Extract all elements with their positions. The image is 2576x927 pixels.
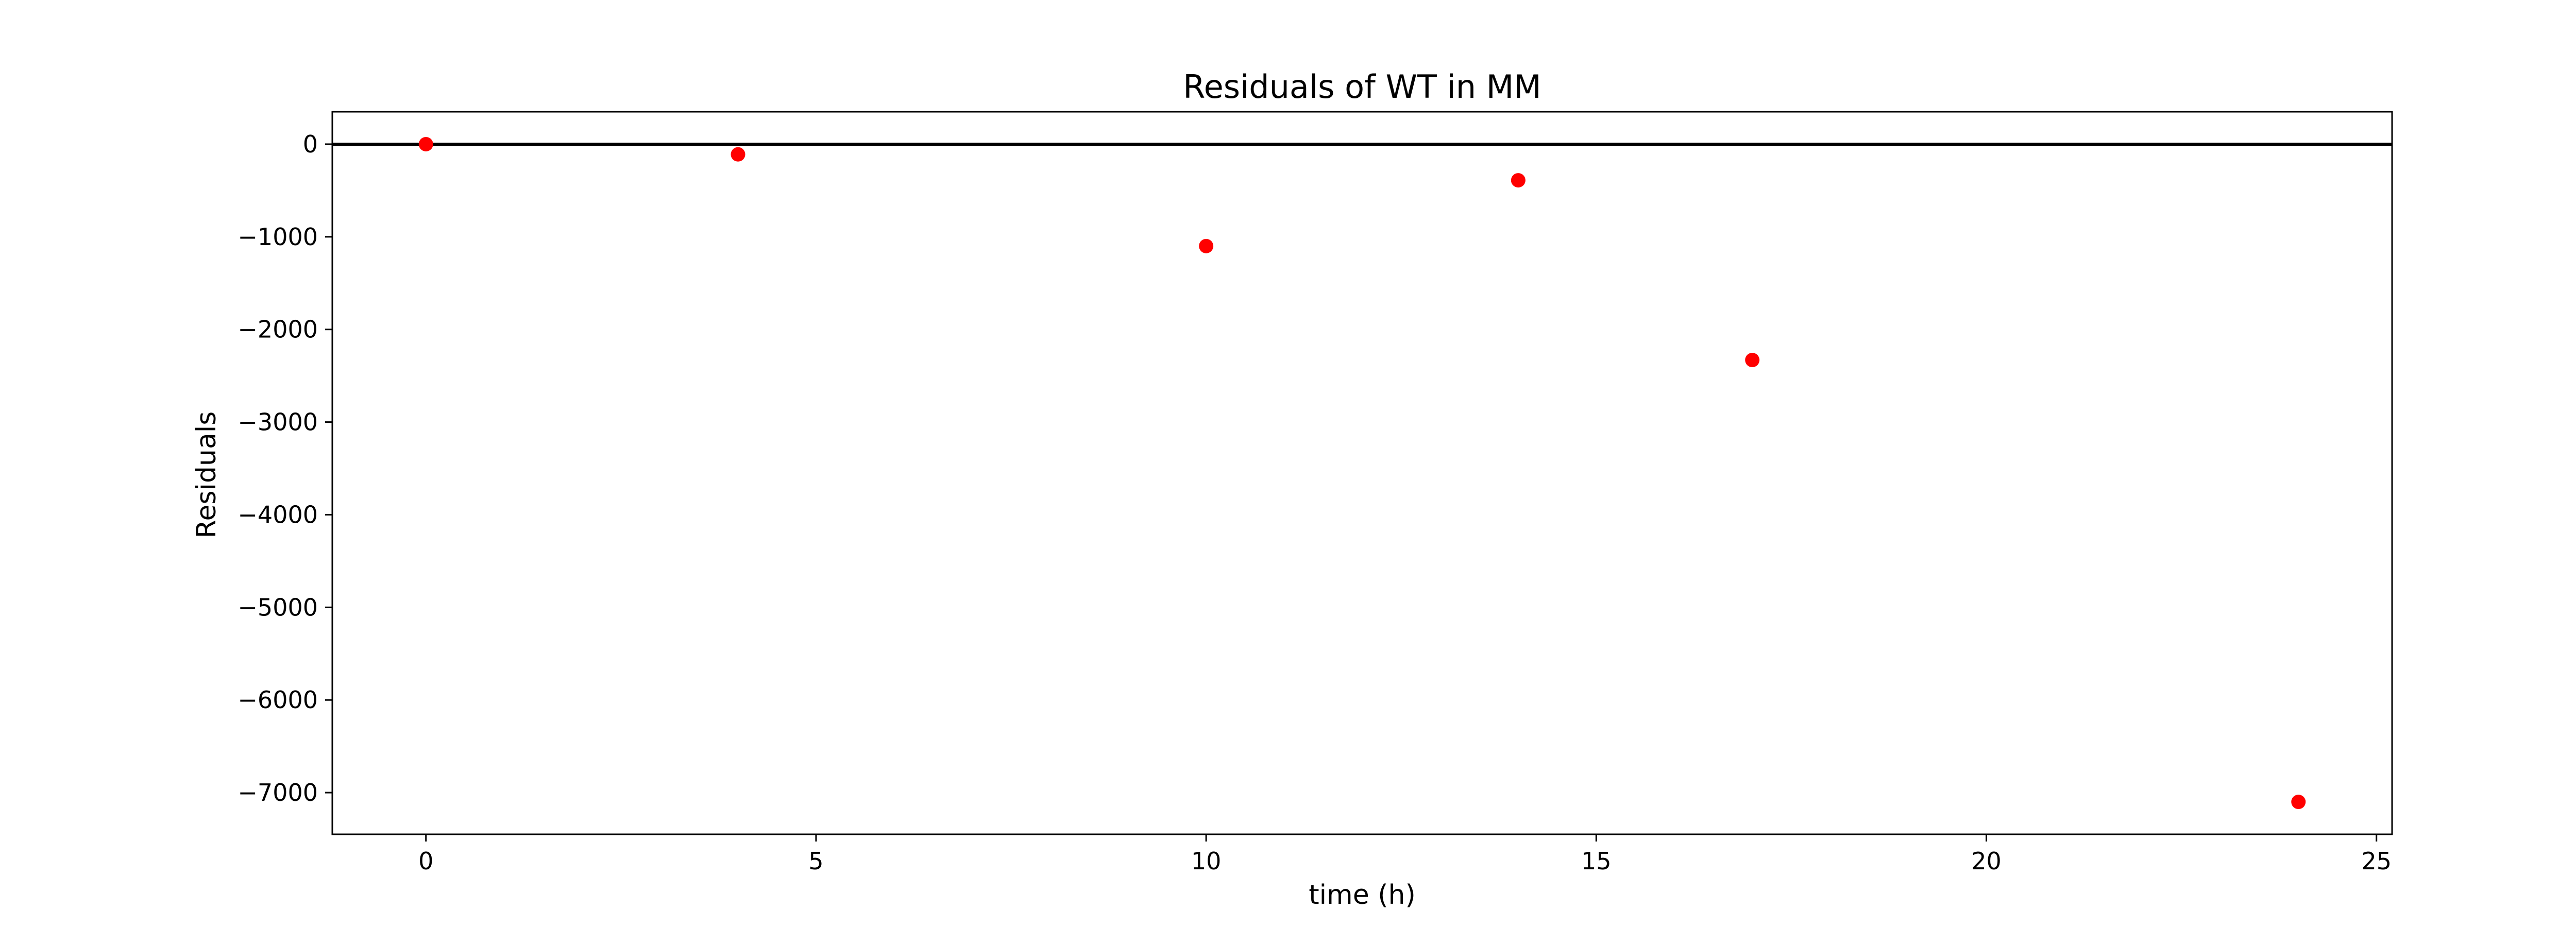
y-tick-label: −6000: [238, 686, 318, 714]
y-tick-label: −1000: [238, 223, 318, 251]
data-point: [731, 147, 745, 162]
x-tick-label: 5: [808, 847, 823, 875]
x-tick-label: 0: [418, 847, 433, 875]
data-point: [418, 136, 433, 151]
y-tick-label: −3000: [238, 408, 318, 436]
data-point: [1511, 173, 1526, 188]
y-tick-label: −2000: [238, 316, 318, 344]
x-tick-label: 20: [1971, 847, 2002, 875]
y-axis-label: Residuals: [191, 411, 222, 539]
y-tick-label: −5000: [238, 593, 318, 621]
y-axis-ticks: 0 −1000 −2000 −3000 −4000 −5000 −6000 −7000: [238, 130, 332, 806]
chart-title: Residuals of WT in MM: [1183, 68, 1541, 106]
y-tick-label: 0: [303, 130, 318, 158]
x-tick-label: 25: [2361, 847, 2392, 875]
x-axis-ticks: 0 5 10 15 20 25: [418, 834, 2392, 875]
axes-frame: [331, 111, 2393, 835]
plot-area: [331, 111, 2393, 835]
x-tick-label: 10: [1191, 847, 1222, 875]
x-axis-label: time (h): [1309, 880, 1416, 911]
y-tick-label: −4000: [238, 501, 318, 528]
data-point: [2291, 795, 2306, 810]
data-point: [1745, 353, 1760, 368]
y-tick-label: −7000: [238, 779, 318, 806]
data-point: [1199, 238, 1214, 253]
x-tick-label: 15: [1581, 847, 1612, 875]
data-points: [418, 136, 2306, 810]
